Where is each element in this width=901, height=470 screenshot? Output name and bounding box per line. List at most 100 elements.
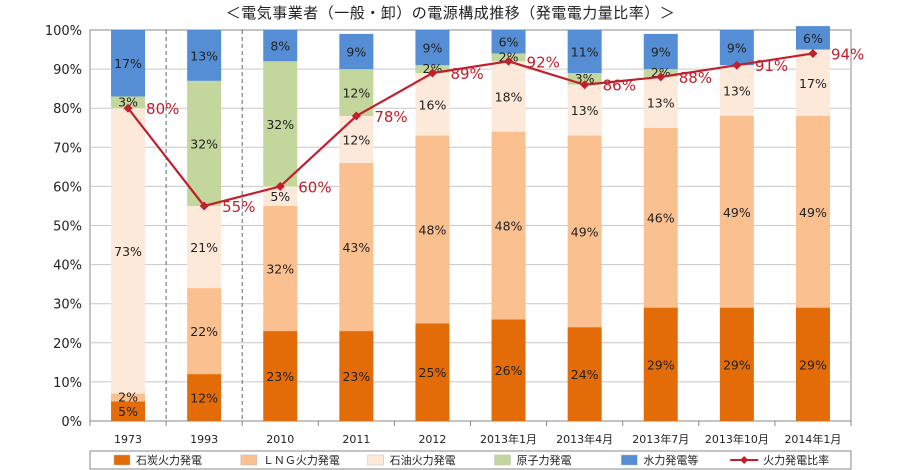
- bar-segment: [111, 108, 146, 394]
- bar-segment: [339, 162, 374, 332]
- bar-data-label: 22%: [190, 324, 218, 339]
- bar-data-label: 32%: [266, 262, 294, 277]
- bar-data-label: 73%: [114, 244, 142, 259]
- x-tick-label: 1973: [114, 433, 142, 446]
- y-tick-label: 90%: [53, 63, 82, 78]
- y-tick-label: 30%: [53, 298, 82, 313]
- x-tick-label: 2013年7月: [632, 432, 689, 446]
- chart-title: ＜電気事業者（一般・卸）の電源構成推移（発電電力量比率）＞: [225, 4, 676, 22]
- bar-data-label: 3%: [118, 94, 138, 109]
- line-data-label: 60%: [298, 178, 331, 196]
- bar-data-label: 9%: [423, 41, 443, 56]
- bar-segment: [415, 73, 450, 136]
- bar-data-label: 25%: [419, 365, 447, 380]
- line-point: [656, 72, 666, 82]
- bar-segment: [111, 30, 146, 97]
- bar-segment: [339, 33, 374, 70]
- bar-data-label: 48%: [419, 222, 447, 237]
- bar-segment: [491, 131, 526, 320]
- legend-swatch: [367, 454, 384, 466]
- bar-segment: [415, 323, 450, 421]
- bar-data-label: 49%: [723, 205, 751, 220]
- x-tick-label: 1993: [190, 433, 218, 446]
- bar-data-label: 29%: [799, 357, 827, 372]
- bar-data-label: 32%: [266, 117, 294, 132]
- legend-box: [89, 450, 852, 470]
- x-tick-label: 2013年1月: [480, 432, 537, 446]
- bar-data-label: 48%: [495, 219, 523, 234]
- bar-data-label: 13%: [190, 48, 218, 63]
- bar-segment: [111, 393, 146, 402]
- bar-data-label: 18%: [495, 89, 523, 104]
- x-tick-label: 2012: [418, 433, 446, 446]
- line-point: [199, 201, 209, 211]
- x-tick-label: 2013年4月: [556, 432, 613, 446]
- bar-segment: [795, 116, 830, 308]
- bar-segment: [567, 73, 602, 85]
- y-tick-label: 60%: [53, 180, 82, 195]
- bar-data-label: 9%: [651, 45, 671, 60]
- bar-data-label: 17%: [799, 76, 827, 91]
- legend-swatch: [494, 454, 511, 466]
- bar-data-label: 24%: [571, 367, 599, 382]
- bar-segment: [491, 30, 526, 54]
- x-tick-label: 2010: [266, 433, 294, 446]
- line-point: [275, 181, 285, 191]
- legend-label: 原子力発電: [517, 453, 572, 467]
- y-tick-label: 40%: [53, 259, 82, 274]
- bar-segment: [263, 186, 298, 206]
- bar-data-label: 26%: [495, 363, 523, 378]
- bar-segment: [187, 205, 222, 289]
- bar-data-label: 6%: [499, 35, 519, 50]
- bar-data-label: 32%: [190, 136, 218, 151]
- line-point: [732, 60, 742, 70]
- legend-swatch: [113, 454, 131, 466]
- line-data-label: 55%: [222, 198, 255, 216]
- bar-segment: [643, 307, 678, 421]
- line-data-label: 88%: [679, 69, 712, 87]
- bar-segment: [415, 135, 450, 324]
- bar-segment: [567, 135, 602, 328]
- legend-swatch: [621, 454, 638, 466]
- legend-line-marker: [740, 456, 749, 464]
- y-tick-label: 20%: [53, 337, 82, 352]
- y-tick-label: 70%: [53, 141, 82, 156]
- bar-data-label: 5%: [270, 189, 290, 204]
- line-data-label: 94%: [831, 45, 864, 63]
- bar-segment: [263, 331, 298, 421]
- line-data-label: 78%: [374, 108, 407, 126]
- bar-segment: [187, 288, 222, 375]
- legend-label: ＬＮＧ火力発電: [263, 453, 340, 467]
- bar-data-label: 12%: [342, 86, 370, 101]
- line-data-label: 89%: [450, 65, 483, 83]
- bar-data-label: 23%: [342, 369, 370, 384]
- line-point: [123, 103, 133, 113]
- bar-segment: [415, 30, 450, 66]
- bar-segment: [263, 30, 298, 62]
- bar-data-label: 49%: [571, 224, 599, 239]
- bar-segment: [567, 84, 602, 136]
- bar-data-label: 43%: [342, 240, 370, 255]
- bar-data-label: 49%: [799, 205, 827, 220]
- bar-segment: [719, 116, 754, 308]
- bar-data-label: 23%: [266, 369, 294, 384]
- y-tick-label: 0%: [61, 415, 82, 430]
- bar-data-label: 13%: [723, 84, 751, 99]
- bar-data-label: 12%: [342, 132, 370, 147]
- bar-segment: [719, 65, 754, 117]
- bar-segment: [187, 30, 222, 81]
- line-point: [427, 68, 437, 78]
- line-data-label: 91%: [755, 57, 788, 75]
- bar-data-label: 12%: [190, 391, 218, 406]
- line-point: [351, 111, 361, 121]
- legend-label: 石油火力発電: [390, 453, 456, 467]
- bar-data-label: 13%: [647, 95, 675, 110]
- bar-segment: [795, 49, 830, 117]
- bar-segment: [111, 96, 146, 109]
- bar-data-label: 29%: [647, 357, 675, 372]
- bar-data-label: 9%: [346, 45, 366, 60]
- x-tick-label: 2013年10月: [705, 432, 769, 446]
- y-tick-label: 80%: [53, 102, 82, 117]
